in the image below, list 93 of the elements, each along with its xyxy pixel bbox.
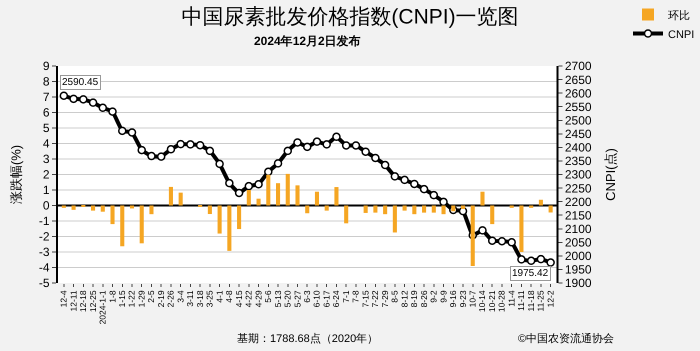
x-tick-label: 10-28 [496, 290, 507, 312]
x-tick-label: 5-27 [292, 290, 302, 308]
x-tick-label: 1-22 [126, 290, 137, 308]
x-tick-label: 4-15 [234, 290, 244, 308]
annotation: 2590.45 [62, 77, 99, 88]
x-tick-label: 11-18 [526, 290, 536, 312]
x-tick-label: 11-4 [506, 290, 516, 307]
x-tick-label: 5-20 [282, 290, 293, 308]
x-tick-label: 10-7 [468, 290, 478, 308]
y-tick-label: -4 [38, 260, 50, 275]
y2-tick-label: 2700 [564, 59, 592, 74]
x-tick-label: 5-6 [263, 290, 274, 303]
x-tick-label: 9-2 [428, 290, 439, 303]
y-tick-label: 2 [42, 168, 50, 182]
x-tick-label: 6-10 [312, 290, 322, 308]
chart-subtitle: 2024年12月2日发布 [254, 34, 361, 48]
x-tick-label: 10-21 [486, 290, 497, 312]
x-tick-label: 8-26 [418, 290, 429, 308]
x-tick-label: 9-23 [458, 290, 468, 308]
y-tick-label: -3 [38, 245, 50, 260]
x-tick-label: 3-4 [175, 290, 186, 303]
y-tick-label: -1 [38, 214, 50, 228]
x-tick-label: 4-29 [253, 290, 264, 308]
y2-tick-label: 2350 [564, 154, 592, 168]
y2-tick-label: 2050 [564, 236, 592, 250]
x-tick-label: 7-15 [360, 290, 370, 308]
y-tick-label: 6 [42, 106, 50, 120]
x-tick-label: 8-5 [390, 290, 400, 303]
x-tick-label: 6-17 [321, 290, 332, 308]
x-tick-label: 3-11 [185, 290, 196, 307]
y2-tick-label: 2600 [564, 86, 592, 100]
y-tick-label: 8 [42, 74, 50, 89]
x-tick-label: 12-2 [545, 290, 556, 308]
x-tick-label: 4-22 [244, 290, 254, 308]
y2-tick-label: 1950 [564, 262, 592, 277]
x-tick-label: 2-5 [146, 290, 156, 303]
y-tick-label: -2 [38, 230, 50, 244]
x-tick-label: 9-9 [438, 290, 448, 303]
y2-tick-label: 2400 [564, 140, 592, 155]
x-tick-label: 1-29 [136, 290, 146, 308]
x-tick-label: 8-19 [409, 290, 420, 308]
y-tick-label: 4 [42, 136, 50, 151]
text: ©中国农资流通协会 [518, 332, 614, 345]
y2-tick-label: 2450 [564, 127, 592, 142]
y2-tick-label: 2550 [564, 100, 592, 114]
y2-tick-label: 2650 [564, 72, 592, 87]
y2-tick-label: 2000 [564, 249, 592, 264]
x-tick-label: 11-11 [516, 290, 526, 311]
x-tick-label: 4-8 [224, 290, 234, 303]
legend-label: CNPI [668, 28, 694, 41]
x-tick-label: 1-15 [117, 290, 128, 308]
x-tick-label: 6-3 [302, 290, 312, 303]
x-tick-label: 12-4 [58, 290, 69, 308]
y-tick-label: 0 [42, 198, 50, 213]
y-tick-label: 9 [42, 59, 50, 74]
x-tick-label: 12-11 [68, 290, 78, 312]
text: 基期：1788.68点（2020年） [237, 332, 378, 345]
x-tick-label: 12-25 [88, 290, 98, 312]
y-tick-label: 1 [42, 183, 50, 198]
annotation: 1975.42 [512, 268, 549, 279]
y2-tick-label: 1900 [564, 276, 592, 290]
x-tick-label: 2-26 [166, 290, 176, 308]
x-tick-label: 7-1 [340, 290, 351, 303]
y2-axis-title: CNPI(点) [603, 148, 618, 201]
y2-tick-label: 2500 [564, 113, 592, 128]
x-tick-label: 7-8 [350, 290, 361, 303]
y2-tick-label: 2300 [564, 168, 592, 182]
x-tick-label: 9-16 [448, 290, 458, 308]
x-tick-label: 5-13 [272, 290, 283, 308]
x-tick-label: 3-25 [204, 290, 215, 308]
x-tick-label: 6-24 [331, 290, 342, 308]
y-tick-label: -5 [38, 276, 50, 290]
x-tick-label: 3-18 [194, 290, 205, 308]
x-tick-label: 12-18 [78, 290, 88, 312]
y-tick-label: 5 [42, 121, 50, 136]
x-tick-label: 7-29 [380, 290, 390, 308]
y-axis-title: 涨跌幅(%) [8, 144, 24, 204]
y2-tick-label: 2150 [564, 208, 592, 222]
y-tick-label: 7 [42, 90, 50, 104]
x-tick-label: 2-19 [156, 290, 166, 308]
x-tick-label: 2024-1-1 [98, 290, 108, 324]
y2-tick-label: 2250 [564, 181, 592, 196]
y-tick-label: 3 [42, 152, 50, 166]
y2-tick-label: 2200 [564, 194, 592, 209]
x-tick-label: 7-22 [370, 290, 380, 308]
x-tick-label: 10-14 [477, 290, 488, 312]
x-tick-label: 8-12 [399, 290, 410, 308]
legend-label: 环比 [668, 8, 690, 22]
chart-title: 中国尿素批发价格指数(CNPI)一览图 [181, 5, 519, 28]
x-tick-label: 1-8 [107, 290, 118, 303]
x-tick-label: 4-1 [214, 290, 224, 303]
y2-tick-label: 2100 [564, 222, 592, 236]
x-tick-label: 11-25 [536, 290, 546, 312]
